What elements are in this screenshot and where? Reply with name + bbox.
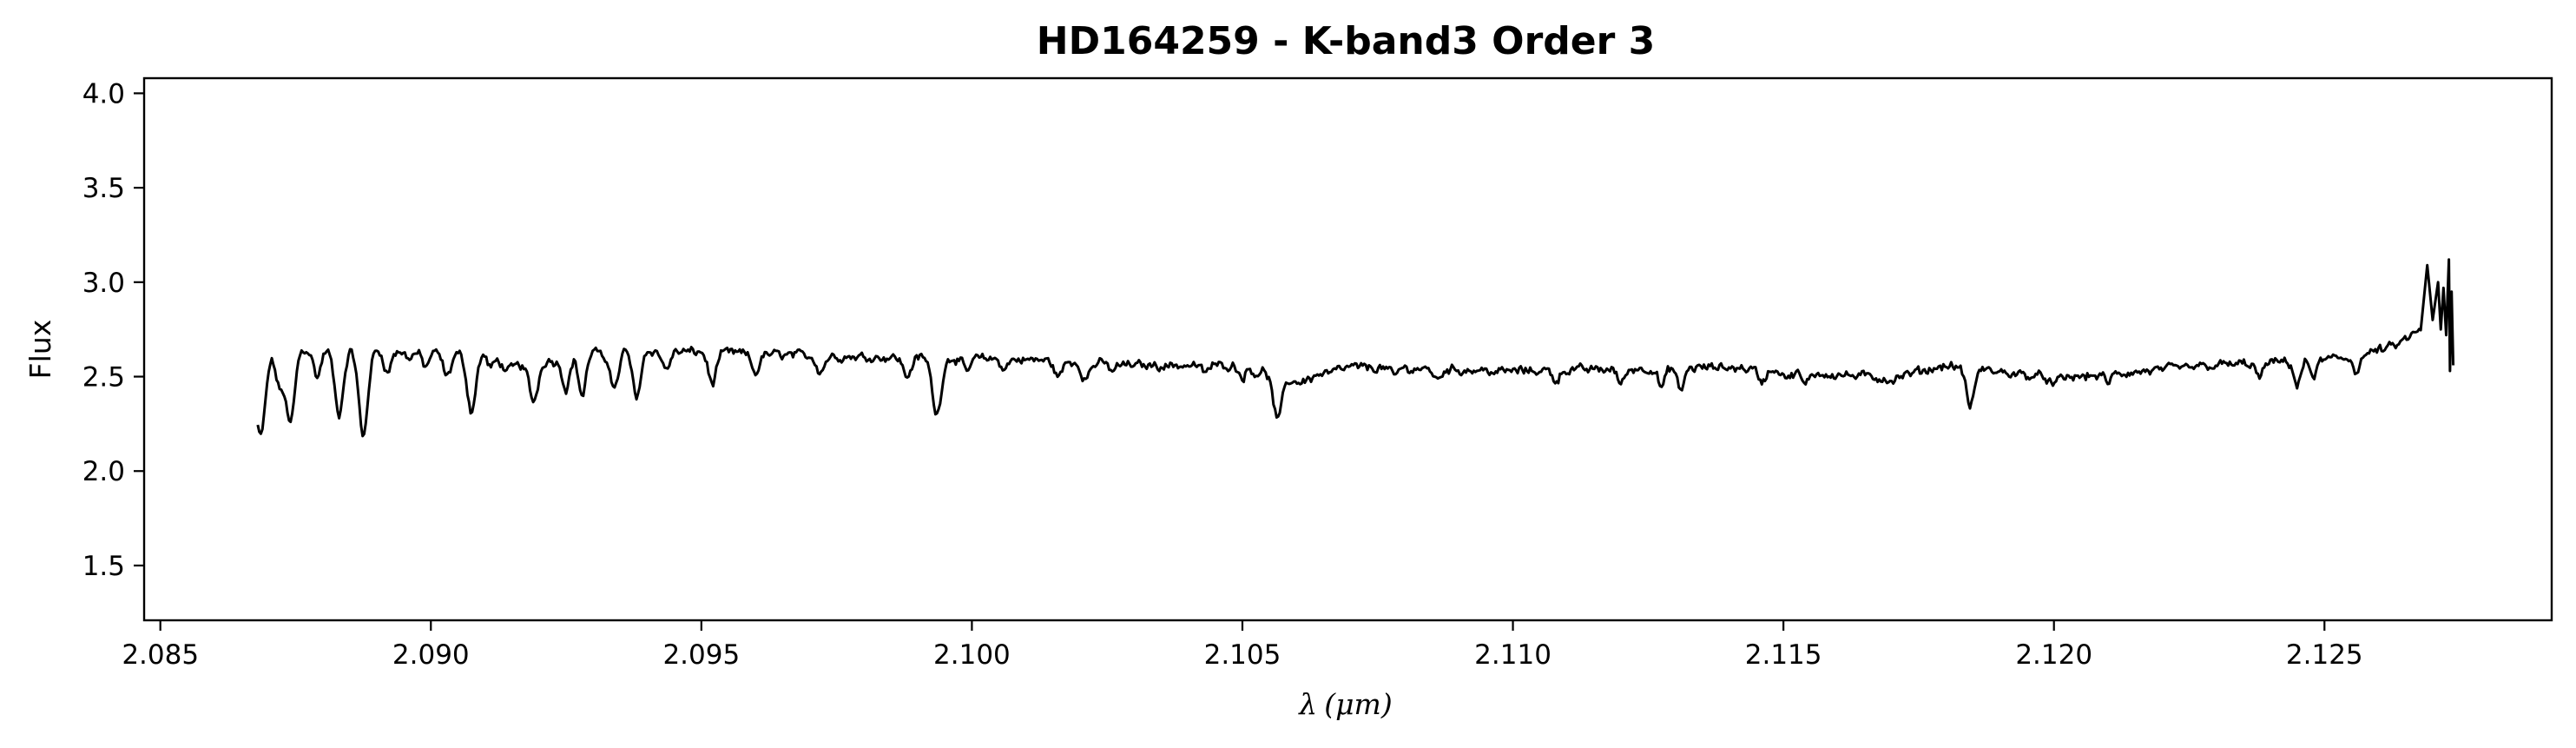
y-tick-label: 3.0 — [82, 268, 125, 299]
x-tick-label: 2.100 — [933, 639, 1011, 671]
x-tick-label: 2.115 — [1745, 639, 1822, 671]
x-axis-label: λ (μm) — [1297, 687, 1392, 721]
plot-frame — [142, 76, 2553, 622]
plot-area — [256, 258, 2455, 438]
y-axis: 1.5 2.0 2.5 3.0 3.5 4.0 — [82, 78, 144, 582]
x-tick-label: 2.090 — [392, 639, 470, 671]
y-tick-label: 4.0 — [82, 78, 125, 109]
y-axis-label: Flux — [23, 320, 57, 380]
x-tick-label: 2.125 — [2286, 639, 2363, 671]
x-tick-label: 2.085 — [122, 639, 199, 671]
x-tick-label: 2.105 — [1204, 639, 1281, 671]
x-tick-label: 2.110 — [1474, 639, 1552, 671]
x-tick-label: 2.095 — [662, 639, 740, 671]
flux-series-line — [256, 258, 2455, 438]
y-tick-label: 2.5 — [82, 362, 125, 394]
y-tick-label: 2.0 — [82, 456, 125, 487]
x-axis: 2.085 2.090 2.095 2.100 2.105 2.110 2.115 2.120… — [122, 620, 2363, 671]
x-tick-label: 2.120 — [2015, 639, 2092, 671]
y-tick-label: 1.5 — [82, 551, 125, 582]
x-axis-label-symbol: λ — [1297, 687, 1317, 721]
y-tick-label: 3.5 — [82, 173, 125, 204]
chart-title: HD164259 - K-band3 Order 3 — [1037, 19, 1656, 63]
x-axis-label-unit: (μm) — [1324, 687, 1393, 721]
